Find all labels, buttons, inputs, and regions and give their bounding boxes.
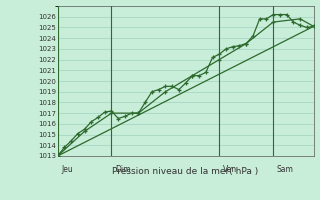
Text: Jeu: Jeu xyxy=(61,165,73,174)
Text: Sam: Sam xyxy=(276,165,293,174)
Text: Dim: Dim xyxy=(115,165,130,174)
X-axis label: Pression niveau de la mer( hPa ): Pression niveau de la mer( hPa ) xyxy=(112,167,259,176)
Text: Ven: Ven xyxy=(223,165,237,174)
